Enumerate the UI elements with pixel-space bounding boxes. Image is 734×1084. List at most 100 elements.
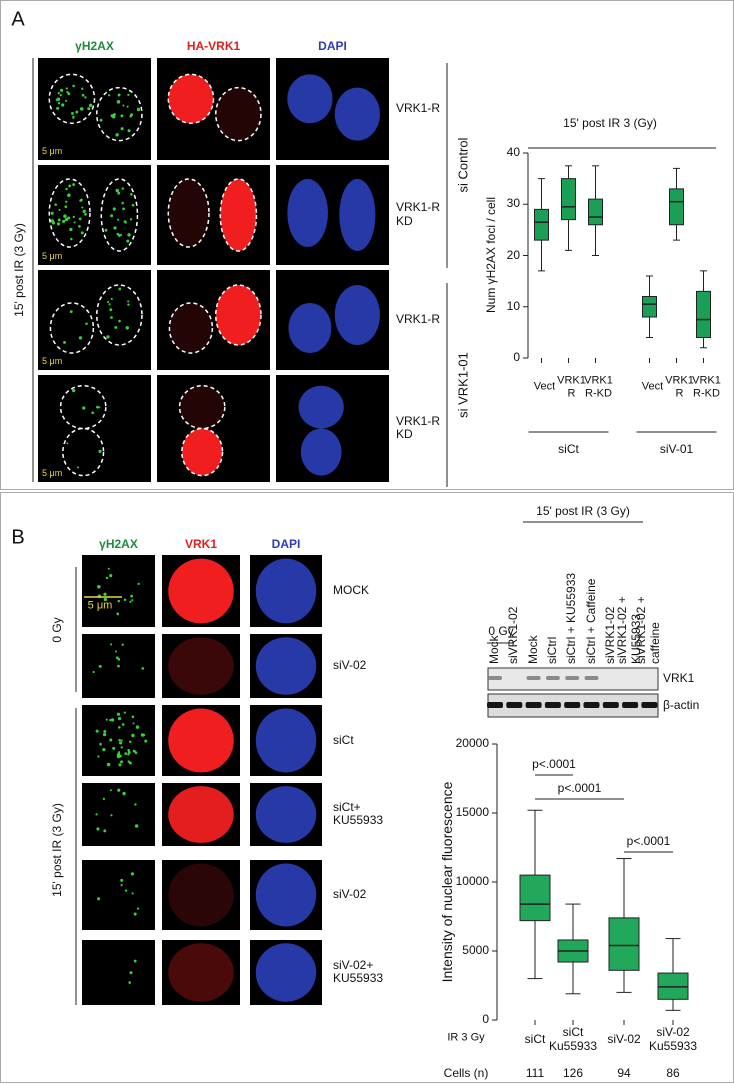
- focus: [58, 209, 61, 212]
- focus: [130, 872, 135, 876]
- focus: [84, 213, 87, 216]
- focus: [131, 715, 135, 719]
- focus: [109, 308, 113, 312]
- focus: [92, 670, 95, 674]
- focus: [72, 215, 75, 219]
- focus: [117, 716, 122, 721]
- group-label: 15' post IR (3 Gy): [50, 803, 65, 897]
- focus: [110, 214, 114, 218]
- row-label: siCt: [333, 732, 354, 747]
- focus: [118, 319, 121, 323]
- focus: [107, 567, 110, 570]
- focus: [110, 297, 113, 301]
- row-label: siV-02+ KU55933: [333, 957, 384, 986]
- focus: [75, 110, 79, 114]
- focus: [129, 971, 133, 975]
- focus: [81, 206, 84, 209]
- box: [669, 188, 684, 226]
- focus: [116, 100, 121, 104]
- focus: [85, 322, 88, 326]
- focus: [115, 188, 120, 193]
- focus: [98, 449, 102, 453]
- row-label: VRK1-R KD: [396, 413, 441, 442]
- focus: [67, 216, 71, 220]
- focus: [126, 105, 129, 108]
- focus: [56, 97, 61, 101]
- focus: [108, 94, 111, 97]
- scale-bar: 5 μm: [42, 250, 63, 261]
- focus: [116, 712, 121, 716]
- cell-outline: [215, 86, 262, 142]
- focus: [103, 592, 107, 596]
- nucleus-stain: [255, 637, 317, 695]
- focus: [133, 959, 137, 963]
- band: [583, 702, 600, 708]
- group-label: siV-01: [659, 442, 694, 457]
- box: [534, 208, 549, 241]
- band: [545, 676, 560, 680]
- band: [544, 702, 561, 708]
- cell-outline: [167, 73, 215, 125]
- focus: [78, 225, 81, 228]
- cell-outline: [59, 384, 107, 430]
- focus: [65, 187, 68, 191]
- micrograph: [38, 58, 151, 160]
- focus: [57, 91, 60, 95]
- band: [488, 676, 502, 680]
- nucleus-stain: [168, 786, 234, 843]
- focus: [121, 187, 124, 190]
- p-value: p<.0001: [626, 834, 671, 849]
- micrograph: [38, 375, 151, 482]
- focus: [87, 107, 91, 111]
- nucleus-stain: [168, 708, 234, 773]
- column-header: γH2AX: [75, 39, 114, 54]
- focus: [63, 214, 67, 218]
- nucleus-stain: [179, 385, 225, 429]
- nucleus-stain: [300, 428, 342, 476]
- focus: [118, 738, 121, 742]
- row-label: siV-02: [333, 887, 367, 902]
- focus: [104, 228, 108, 232]
- row-label: siCt+ KU55933: [333, 799, 384, 828]
- count-label: Cells (n): [443, 1066, 489, 1081]
- focus: [131, 599, 134, 602]
- focus: [109, 738, 113, 742]
- column-header: VRK1: [184, 537, 218, 552]
- focus: [126, 239, 130, 243]
- focus: [110, 316, 113, 319]
- micrograph: [82, 860, 155, 930]
- focus: [117, 788, 121, 792]
- focus: [72, 183, 76, 186]
- focus: [117, 191, 121, 195]
- nucleus-stain: [181, 428, 223, 476]
- cell-outline: [48, 178, 91, 248]
- focus: [117, 599, 121, 603]
- lane-label: Mock: [487, 635, 502, 664]
- y-tick-label: 40: [506, 145, 520, 160]
- focus: [65, 87, 68, 90]
- focus: [122, 207, 125, 211]
- focus: [110, 643, 113, 646]
- focus: [117, 664, 120, 668]
- row-label: siV-02: [333, 658, 367, 673]
- row-label: VRK1-R: [396, 101, 441, 116]
- focus: [72, 116, 75, 119]
- focus: [70, 237, 73, 241]
- column-header: γH2AX: [99, 537, 138, 552]
- row-label: VRK1-R KD: [396, 200, 441, 228]
- focus: [56, 222, 61, 226]
- focus: [57, 102, 61, 105]
- focus: [116, 232, 120, 236]
- focus: [118, 763, 122, 767]
- focus: [97, 897, 101, 901]
- focus: [117, 93, 121, 97]
- focus: [130, 193, 133, 196]
- focus: [120, 878, 124, 882]
- scale-bar: 5 μm: [87, 599, 113, 612]
- y-axis-label: Intensity of nuclear fluorescence: [438, 781, 455, 983]
- focus: [121, 201, 124, 205]
- focus: [142, 733, 146, 737]
- nucleus-stain: [287, 179, 328, 247]
- focus: [112, 207, 116, 211]
